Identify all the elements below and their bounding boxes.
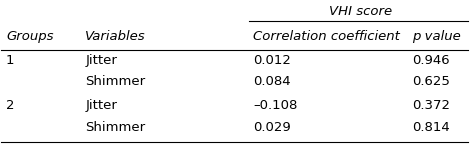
Text: 2: 2: [6, 99, 15, 112]
Text: p value: p value: [412, 30, 461, 44]
Text: 0.946: 0.946: [412, 54, 449, 67]
Text: Correlation coefficient: Correlation coefficient: [253, 30, 400, 44]
Text: 1: 1: [6, 54, 15, 67]
Text: 0.012: 0.012: [253, 54, 291, 67]
Text: 0.814: 0.814: [412, 121, 450, 134]
Text: 0.029: 0.029: [253, 121, 291, 134]
Text: Jitter: Jitter: [85, 54, 117, 67]
Text: Shimmer: Shimmer: [85, 121, 146, 134]
Text: 0.084: 0.084: [253, 75, 291, 88]
Text: VHI score: VHI score: [329, 5, 392, 18]
Text: –0.108: –0.108: [253, 99, 298, 112]
Text: 0.625: 0.625: [412, 75, 450, 88]
Text: Variables: Variables: [85, 30, 146, 44]
Text: Jitter: Jitter: [85, 99, 117, 112]
Text: Shimmer: Shimmer: [85, 75, 146, 88]
Text: 0.372: 0.372: [412, 99, 450, 112]
Text: Groups: Groups: [6, 30, 54, 44]
